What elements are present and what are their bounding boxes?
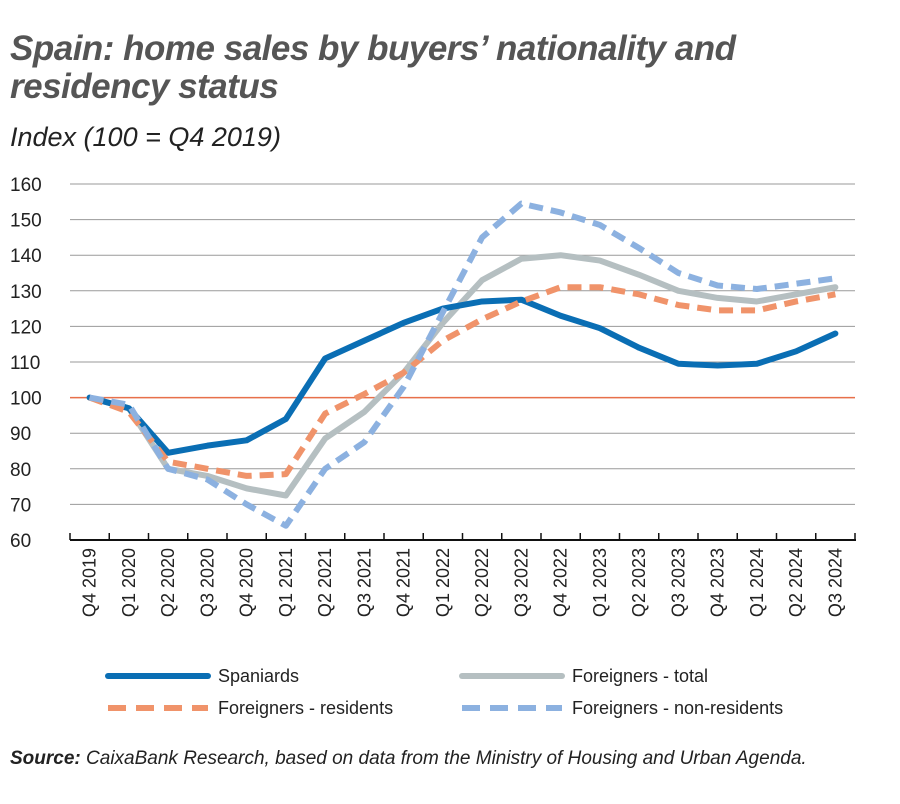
series-line-spaniards (86, 296, 839, 456)
source-note: Source: CaixaBank Research, based on dat… (10, 748, 807, 770)
x-tick-label: Q1 2020 (119, 548, 139, 617)
x-tick-label: Q1 2024 (747, 548, 767, 617)
source-text: CaixaBank Research, based on data from t… (80, 748, 807, 769)
x-tick-label: Q3 2022 (511, 548, 531, 617)
x-tick-label: Q2 2022 (472, 548, 492, 617)
y-tick-label: 100 (10, 389, 42, 410)
chart-title: Spain: home sales by buyers’ nationality… (10, 29, 736, 106)
series-line-foreigners-residents (88, 284, 836, 479)
x-tick-label: Q2 2021 (315, 548, 335, 617)
x-tick-label: Q4 2023 (708, 548, 728, 617)
x-tick-label: Q4 2020 (237, 548, 257, 617)
x-tick-label: Q4 2021 (394, 548, 414, 617)
y-tick-label: 110 (10, 353, 40, 374)
x-tick-label: Q1 2021 (276, 548, 296, 617)
legend-label: Foreigners - non-residents (572, 698, 783, 718)
y-tick-label: 80 (10, 460, 31, 481)
x-tick-label: Q1 2022 (433, 548, 453, 617)
x-tick-label: Q1 2023 (590, 548, 610, 617)
y-tick-label: 130 (10, 282, 42, 303)
legend-label: Foreigners - residents (218, 698, 393, 718)
x-tick-label: Q4 2022 (551, 548, 571, 617)
x-tick-label: Q4 2019 (80, 548, 100, 617)
legend-label: Spaniards (218, 666, 299, 686)
y-tick-label: 160 (10, 175, 42, 196)
y-tick-label: 140 (10, 246, 42, 267)
x-tick-label: Q3 2023 (668, 548, 688, 617)
y-tick-label: 150 (10, 211, 42, 232)
x-tick-label: Q2 2024 (786, 548, 806, 617)
x-tick-label: Q2 2023 (629, 548, 649, 617)
chart-subtitle: Index (100 = Q4 2019) (10, 122, 281, 152)
y-tick-label: 60 (10, 531, 31, 552)
y-tick-label: 90 (10, 424, 31, 445)
series-line-foreigners-non-residents (89, 200, 836, 529)
series-line-foreigners-total (86, 252, 839, 499)
x-tick-label: Q3 2021 (354, 548, 374, 617)
source-label: Source: (10, 748, 81, 769)
x-tick-label: Q3 2020 (197, 548, 217, 617)
x-tick-label: Q2 2020 (158, 548, 178, 617)
y-tick-label: 120 (10, 317, 42, 338)
x-tick-label: Q3 2024 (825, 548, 845, 617)
legend-label: Foreigners - total (572, 666, 708, 686)
y-tick-label: 70 (10, 495, 31, 516)
